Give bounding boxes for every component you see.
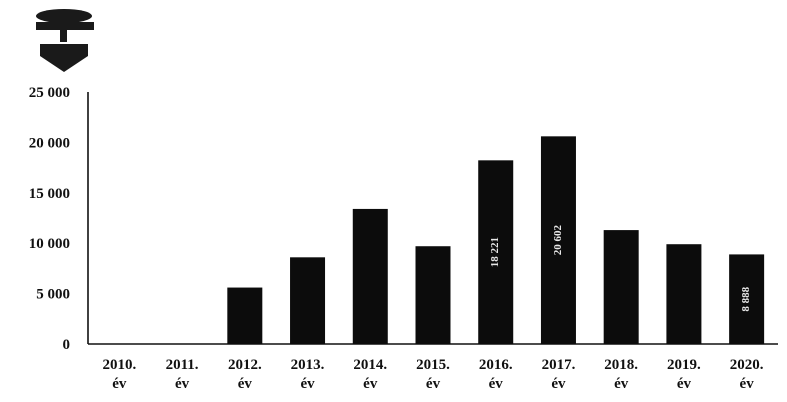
bar <box>540 136 576 344</box>
bar <box>666 244 702 344</box>
x-tick-label-year: 2020. <box>730 357 764 373</box>
bar <box>415 246 451 344</box>
x-tick-label-unit: év <box>426 376 441 392</box>
bars: 18 221 20 602 8 888 <box>227 136 765 344</box>
x-tick-label-year: 2016. <box>479 357 513 373</box>
x-tick-label-year: 2011. <box>166 357 199 373</box>
tree-emblem-icon <box>36 9 94 72</box>
x-tick-label-year: 2012. <box>228 357 262 373</box>
x-tick-label-year: 2010. <box>102 357 136 373</box>
y-tick-label: 25 000 <box>29 85 70 101</box>
bar <box>603 230 639 344</box>
y-tick-label: 0 <box>63 337 71 353</box>
x-tick-label-unit: év <box>740 376 755 392</box>
x-tick-label-year: 2014. <box>353 357 387 373</box>
bar-value-label: 20 602 <box>552 225 564 256</box>
bar-value-label: 18 221 <box>489 237 501 267</box>
bar <box>227 287 263 344</box>
x-tick-label-year: 2018. <box>604 357 638 373</box>
x-tick-label-unit: év <box>551 376 566 392</box>
x-tick-label-unit: év <box>363 376 378 392</box>
bar <box>729 254 765 344</box>
bar <box>352 208 388 344</box>
bar <box>478 160 514 344</box>
x-tick-label-unit: év <box>238 376 253 392</box>
y-tick-label: 20 000 <box>29 135 70 151</box>
x-tick-label-year: 2017. <box>542 357 576 373</box>
y-tick-label: 15 000 <box>29 186 70 202</box>
x-tick-label-unit: év <box>614 376 629 392</box>
x-tick-label-year: 2019. <box>667 357 701 373</box>
x-tick-label-year: 2015. <box>416 357 450 373</box>
x-tick-label-unit: év <box>112 376 127 392</box>
y-tick-labels: 0 5 000 10 000 15 000 20 000 25 000 <box>29 85 70 353</box>
x-tick-label-unit: év <box>489 376 504 392</box>
x-tick-label-unit: év <box>175 376 190 392</box>
x-tick-label-year: 2013. <box>291 357 325 373</box>
bar <box>290 257 326 344</box>
x-tick-label-unit: év <box>677 376 692 392</box>
y-tick-label: 5 000 <box>36 287 70 303</box>
x-tick-label-unit: év <box>300 376 315 392</box>
bar-value-label: 8 888 <box>740 286 752 311</box>
x-tick-labels: 2010. év 2011. év 2012. év 2013. év 2014. év 2015.… <box>102 357 763 392</box>
y-tick-label: 10 000 <box>29 236 70 252</box>
logo <box>36 9 94 72</box>
